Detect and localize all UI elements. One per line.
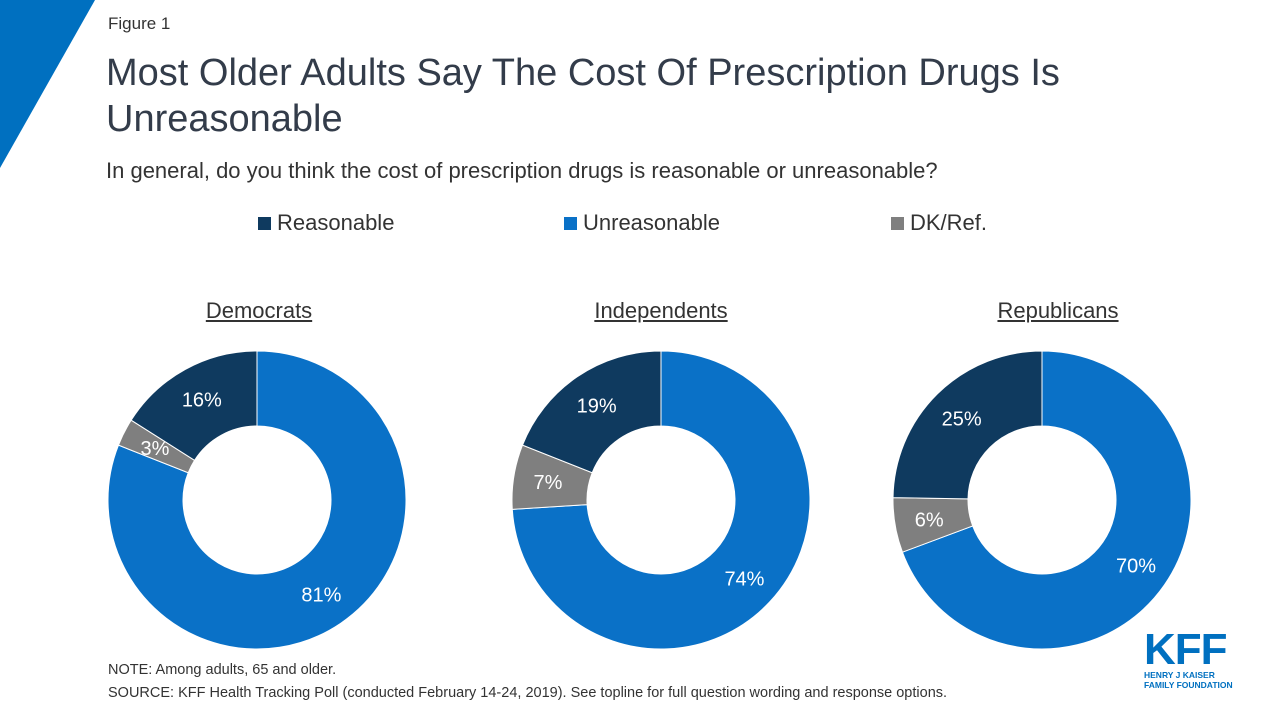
slice-republicans-reasonable	[892, 350, 1043, 500]
data-label-republicans-dk-ref: 6%	[915, 509, 944, 531]
chart-subtitle: In general, do you think the cost of pre…	[106, 158, 938, 183]
legend-swatch-reasonable	[258, 216, 271, 230]
slice-democrats-unreasonable	[107, 350, 407, 650]
legend-label-unreasonable: Unreasonable	[583, 210, 720, 235]
legend-label-dk-ref: DK/Ref.	[910, 210, 988, 235]
data-label-democrats-reasonable: 16%	[182, 390, 222, 412]
footnote-note: NOTE: Among adults, 65 and older.	[108, 662, 337, 678]
panel-title-republicans: Republicans	[997, 298, 1119, 323]
data-label-republicans-reasonable: 25%	[942, 408, 982, 430]
logo-line-2: FAMILY FOUNDATION	[1144, 680, 1233, 690]
slice-independents-reasonable	[521, 350, 662, 474]
panel-title-independents: Independents	[594, 298, 728, 323]
legend-item-reasonable: Reasonable	[258, 210, 394, 236]
corner-accent	[0, 0, 95, 168]
data-label-democrats-unreasonable: 81%	[301, 585, 341, 607]
data-label-republicans-unreasonable: 70%	[1116, 555, 1156, 577]
data-label-independents-reasonable: 19%	[577, 395, 617, 417]
data-label-independents-dk-ref: 7%	[533, 472, 562, 494]
legend-swatch-unreasonable	[564, 216, 577, 230]
logo-line-1: HENRY J KAISER	[1144, 670, 1215, 680]
legend-item-dk-ref: DK/Ref.	[891, 210, 987, 236]
figure-label: Figure 1	[108, 14, 171, 33]
legend-swatch-dk-ref	[891, 216, 904, 230]
data-label-independents-unreasonable: 74%	[724, 568, 764, 590]
kff-logo: KFF HENRY J KAISER FAMILY FOUNDATION	[1144, 625, 1236, 691]
slice-republicans-unreasonable	[901, 350, 1192, 650]
data-label-democrats-dk-ref: 3%	[141, 438, 170, 460]
legend-item-unreasonable: Unreasonable	[564, 210, 720, 236]
slice-democrats-reasonable	[130, 350, 258, 462]
legend-label-reasonable: Reasonable	[277, 210, 395, 235]
logo-wordmark: KFF	[1144, 625, 1228, 674]
chart-title: Most Older Adults Say The Cost Of Prescr…	[106, 52, 1060, 140]
panel-title-democrats: Democrats	[205, 298, 313, 323]
slice-independents-unreasonable	[511, 350, 811, 650]
footnote-source: SOURCE: KFF Health Tracking Poll (conduc…	[108, 685, 948, 701]
